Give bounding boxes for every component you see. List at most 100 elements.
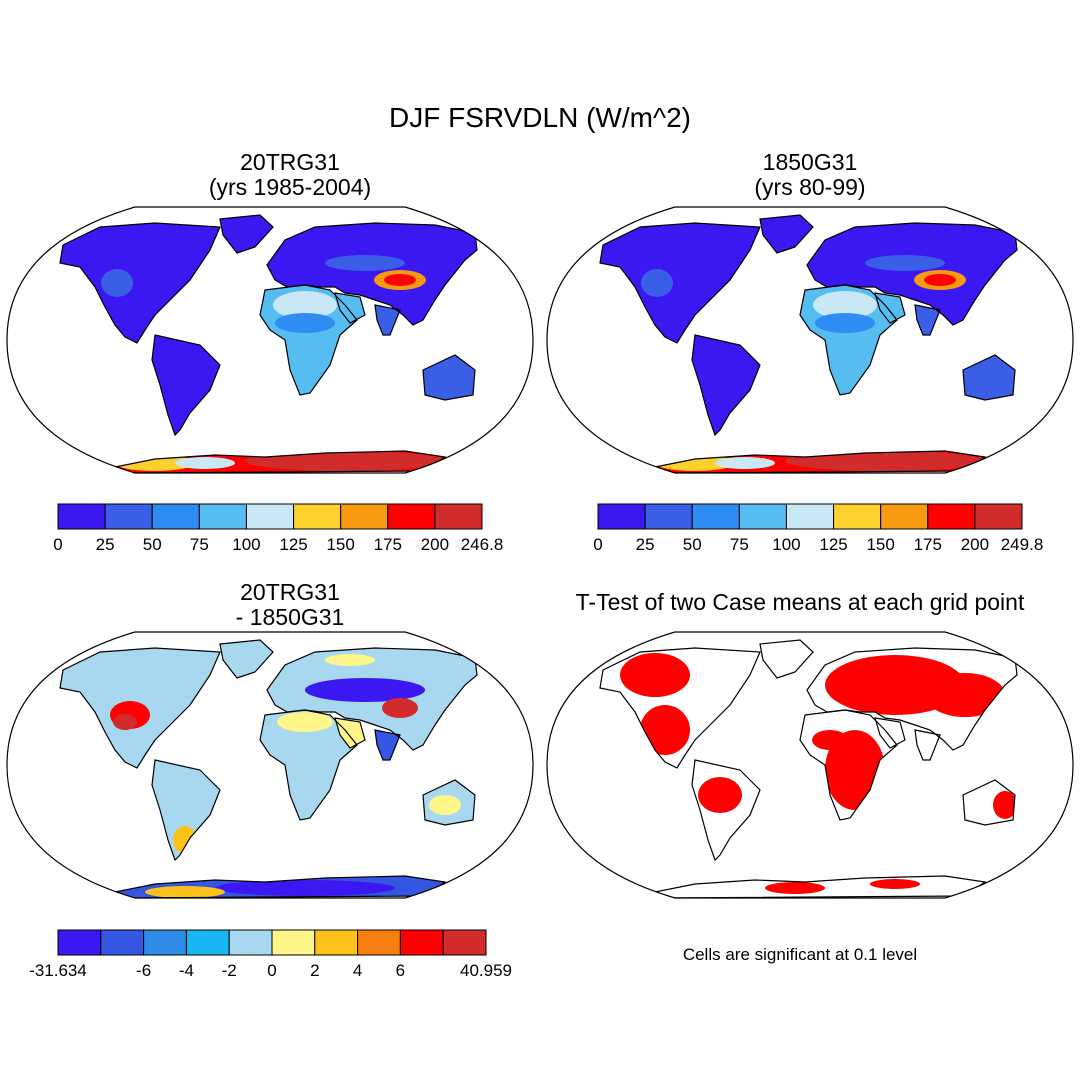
field-patch [993,791,1017,819]
field-patch [175,457,235,469]
coastline-greenland [219,639,274,679]
colorbar-box [738,503,787,530]
field-patch [325,255,405,271]
colorbar-box [57,503,106,530]
coastline-australia [962,354,1016,401]
colorbar-box [785,503,835,530]
coastline-antarctica [113,450,447,473]
field-patch [813,291,877,319]
field-patch [641,269,673,297]
field-patch [765,882,825,894]
colorbar-box [644,503,693,530]
field-patch [305,678,425,702]
coastline-india [914,729,941,761]
colorbar-tick-label: 4 [352,961,363,980]
colorbar-tick-label: -2 [221,961,237,980]
coastline-greenland [759,214,814,254]
colorbar-box [442,929,487,956]
colorbar-tick-label: 75 [729,535,749,554]
colorbar-tick-label: 50 [142,535,162,554]
map-20trg31 [6,206,534,474]
field-patch [698,777,742,813]
landmass-arabia [875,293,905,323]
colorbar-tick-label: 2 [310,961,320,980]
colorbar-tick-label: 100 [232,535,261,554]
field-patch [275,313,335,333]
coastline-australia [422,354,476,401]
colorbar-tick-label: -31.634 [29,961,87,980]
coastline-africa [259,284,358,396]
field-patch [925,673,1005,717]
coastline-eurasia [806,647,1018,751]
landmass-australia [423,355,475,400]
colorbar-box [399,929,444,956]
map-border [546,631,1074,899]
colorbar-tick-label: 200 [420,535,450,554]
field-patch [924,274,956,286]
colorbar-tick-label: 40.959 [460,961,512,980]
coastline-namerica [59,222,221,344]
field-patch [715,457,775,469]
colorbar-tick-label: 25 [95,535,115,554]
colorbar-box [691,503,740,530]
colorbar-tick-label: 246.8 [460,535,504,554]
map-ttest [546,631,1074,899]
coastline-arabia [334,292,366,324]
coastline-namerica [599,647,761,769]
coastline-antarctica [653,450,987,473]
colorbar-tick-label: 150 [866,535,895,554]
coastline-india [914,304,941,336]
coastline-samerica [691,759,761,862]
panel-title-20trg31: 20TRG31 (yrs 1985-2004) [60,150,520,200]
panel-title-line-1: 20TRG31 [240,149,340,175]
field-patch [277,712,333,732]
colorbar-box [974,503,1023,530]
field-patch [382,698,418,718]
colorbar-tick-label: 100 [772,535,801,554]
landmass-namerica [600,223,760,343]
colorbar-20trg31 [57,503,483,530]
coastline-india [374,729,401,761]
field-patch [640,705,690,755]
landmass-eurasia [807,223,1017,325]
coastline-australia [962,779,1016,826]
landmass-eurasia [267,223,477,325]
landmass-india [915,305,940,335]
field-patch [245,451,445,471]
coastline-antarctica [653,875,987,898]
colorbar-tick-label: 25 [635,535,655,554]
colorbar-box [927,503,976,530]
field-patch [325,654,375,666]
landmass-greenland [220,215,273,253]
landmass-india [375,730,400,760]
colorbar-1850g31 [597,503,1023,530]
map-border [6,206,534,474]
colorbar-tick-label: 0 [53,535,63,554]
coastline-greenland [759,639,814,679]
colorbar-box [143,929,187,956]
colorbar-box [57,929,102,956]
colorbar-box [271,929,316,956]
landmass-india [375,305,400,335]
panel-title-line-2: (yrs 80-99) [754,174,866,200]
field-patch [145,886,225,898]
coastline-namerica [599,222,761,344]
coastline-eurasia [266,647,478,751]
colorbar-tick-label: 150 [326,535,355,554]
map-difference [6,631,534,899]
coastline-arabia [334,717,366,749]
colorbar-tick-label: 125 [279,535,308,554]
coastline-samerica [151,759,221,862]
landmass-samerica [692,335,760,435]
panel-title-line-1: T-Test of two Case means at each grid po… [575,589,1025,615]
colorbar-box [151,503,200,530]
colorbar-tick-label: 175 [913,535,942,554]
landmass-australia [963,355,1015,400]
field-patch [812,730,848,750]
colorbar-box [387,503,436,530]
coastline-eurasia [806,222,1018,326]
colorbar-box [293,503,342,530]
colorbar-tick-label: 50 [682,535,702,554]
landmass-arabia [335,718,365,748]
coastline-africa [799,709,898,821]
